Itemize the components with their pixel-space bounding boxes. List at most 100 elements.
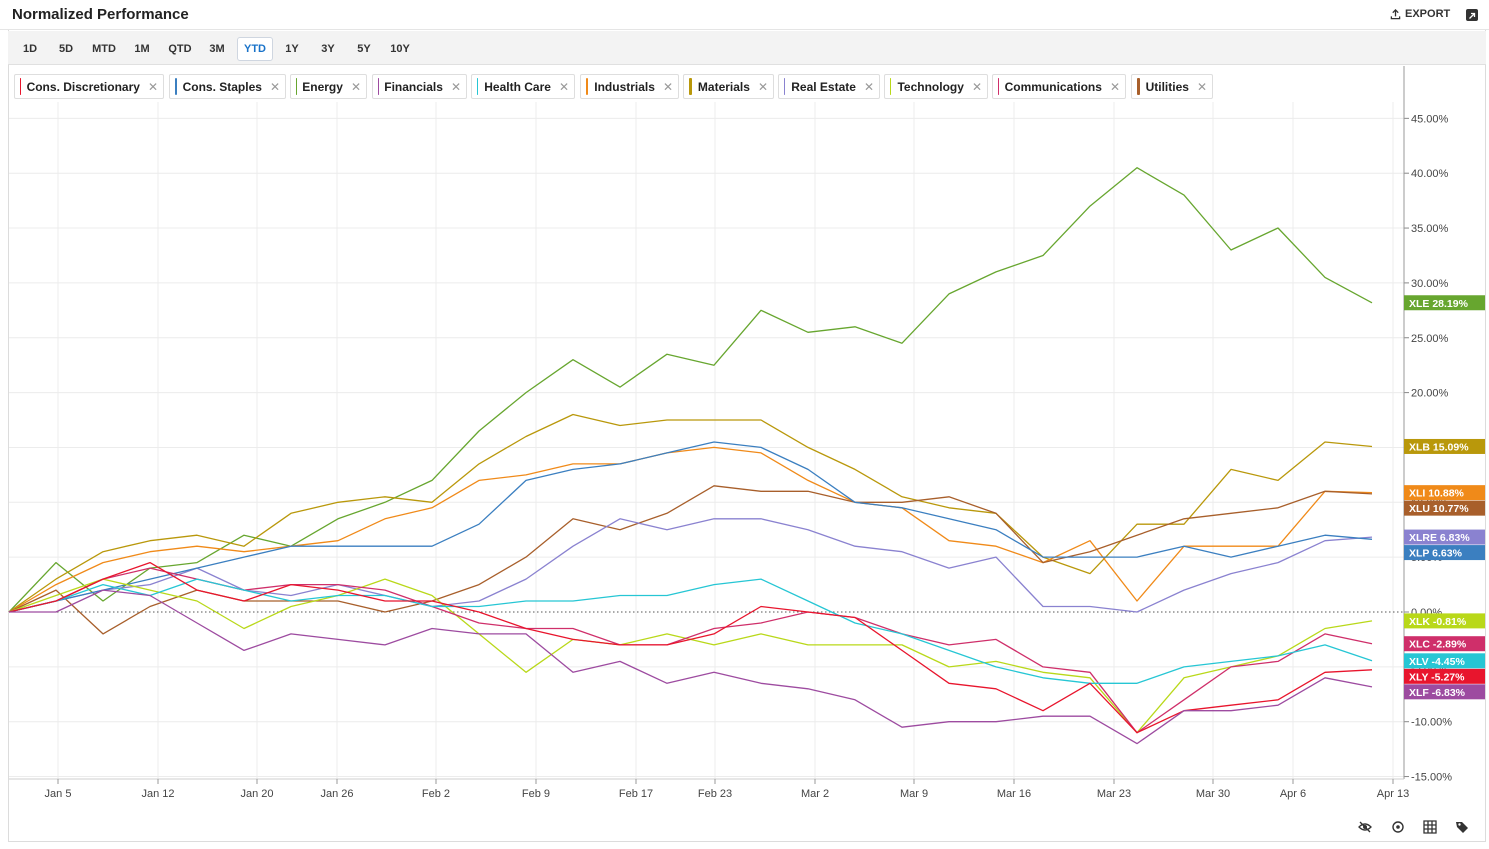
close-icon[interactable]: ✕: [1196, 79, 1207, 94]
y-tick-label: -15.00%: [1411, 772, 1452, 784]
series-line-xlk[interactable]: [8, 578, 1373, 734]
timeframe-label: 10Y: [390, 43, 410, 55]
timeframe-qtd[interactable]: QTD: [162, 37, 198, 61]
x-tick-label: Mar 2: [801, 788, 829, 800]
expand-icon[interactable]: [1466, 9, 1478, 21]
legend-label: Cons. Staples: [182, 79, 262, 94]
x-tick-label: Mar 23: [1097, 788, 1131, 800]
legend-chip-technology[interactable]: Technology ✕: [884, 74, 988, 99]
timeframe-mtd[interactable]: MTD: [86, 37, 122, 61]
legend-chip-utilities[interactable]: Utilities ✕: [1131, 74, 1213, 99]
y-tick-label: 25.00%: [1411, 333, 1449, 345]
legend-swatch: [175, 78, 177, 95]
series-line-xli[interactable]: [8, 446, 1373, 613]
reset-zoom-icon[interactable]: [1391, 820, 1405, 834]
series-line-xlf[interactable]: [9, 589, 1373, 745]
close-icon[interactable]: ✕: [971, 79, 982, 94]
close-icon[interactable]: ✕: [350, 79, 361, 94]
legend-label: Industrials: [594, 79, 655, 94]
legend-label: Utilities: [1145, 79, 1189, 94]
legend-chip-industrials[interactable]: Industrials ✕: [580, 74, 679, 99]
close-icon[interactable]: ✕: [450, 79, 461, 94]
legend-swatch: [477, 78, 479, 95]
timeframe-1m[interactable]: 1M: [128, 37, 156, 61]
legend-chip-health-care[interactable]: Health Care ✕: [471, 74, 575, 99]
close-icon[interactable]: ✕: [269, 79, 280, 94]
x-tick-label: Jan 26: [320, 788, 353, 800]
timeframe-bar: 1D 5D MTD 1M QTD 3M YTD 1Y 3Y 5Y 10Y: [8, 31, 1486, 65]
end-label-xlc: XLC -2.89%: [1409, 639, 1467, 651]
legend-label: Health Care: [484, 79, 551, 94]
close-icon[interactable]: ✕: [1109, 79, 1120, 94]
close-icon[interactable]: ✕: [757, 79, 768, 94]
timeframe-3y[interactable]: 3Y: [314, 37, 342, 61]
timeframe-ytd[interactable]: YTD: [237, 37, 273, 61]
header-bar: Normalized Performance EXPORT: [0, 0, 1489, 30]
legend-swatch: [1137, 78, 1140, 95]
timeframe-1y[interactable]: 1Y: [278, 37, 306, 61]
legend-chip-communications[interactable]: Communications ✕: [992, 74, 1126, 99]
timeframe-5d[interactable]: 5D: [52, 37, 80, 61]
legend-label: Real Estate: [791, 79, 856, 94]
hide-icon[interactable]: [1358, 820, 1372, 834]
legend-chip-financials[interactable]: Financials ✕: [372, 74, 467, 99]
grid-icon[interactable]: [1423, 820, 1437, 834]
series-line-xlv[interactable]: [8, 578, 1373, 684]
timeframe-1d[interactable]: 1D: [16, 37, 44, 61]
timeframe-10y[interactable]: 10Y: [384, 37, 416, 61]
series-line-xlc[interactable]: [8, 567, 1373, 734]
timeframe-label: MTD: [92, 43, 116, 55]
y-tick-label: -10.00%: [1411, 717, 1452, 729]
timeframe-label: YTD: [244, 43, 266, 55]
legend-chip-cons-staples[interactable]: Cons. Staples ✕: [169, 74, 286, 99]
x-tick-label: Mar 9: [900, 788, 928, 800]
series-line-xlp[interactable]: [8, 441, 1373, 613]
close-icon[interactable]: ✕: [558, 79, 569, 94]
upload-icon: [1390, 8, 1401, 19]
timeframe-label: 1D: [22, 43, 38, 55]
x-tick-label: Jan 20: [240, 788, 273, 800]
end-label-badge: [1404, 438, 1485, 454]
tag-icon[interactable]: [1455, 820, 1469, 834]
legend-swatch: [20, 78, 21, 95]
legend-chip-energy[interactable]: Energy ✕: [290, 74, 367, 99]
end-label-xlv: XLV -4.45%: [1409, 656, 1465, 668]
series-line-xle[interactable]: [8, 167, 1373, 613]
x-tick-label: Feb 9: [522, 788, 550, 800]
timeframe-3m[interactable]: 3M: [203, 37, 231, 61]
end-label-badge: [1404, 529, 1485, 545]
close-icon[interactable]: ✕: [147, 79, 158, 94]
x-tick-label: Apr 13: [1377, 788, 1409, 800]
end-label-xlk: XLK -0.81%: [1409, 616, 1467, 628]
chart-panel: [8, 30, 1486, 842]
close-icon[interactable]: ✕: [863, 79, 874, 94]
export-label: EXPORT: [1405, 8, 1451, 20]
timeframe-label: QTD: [168, 43, 192, 55]
timeframe-label: 1M: [134, 43, 150, 55]
timeframe-label: 3M: [209, 43, 225, 55]
legend-label: Communications: [1004, 79, 1102, 94]
end-label-xly: XLY -5.27%: [1409, 671, 1465, 683]
y-tick-label: 45.00%: [1411, 113, 1449, 125]
legend-chip-materials[interactable]: Materials ✕: [683, 74, 774, 99]
series-line-xlre[interactable]: [8, 518, 1373, 613]
y-tick-label: 35.00%: [1411, 223, 1449, 235]
end-label-xlu: XLU 10.77%: [1409, 503, 1469, 515]
x-tick-label: Apr 6: [1280, 788, 1306, 800]
close-icon[interactable]: ✕: [662, 79, 673, 94]
legend-label: Cons. Discretionary: [26, 79, 140, 94]
legend-swatch: [998, 78, 999, 95]
export-button[interactable]: EXPORT: [1390, 8, 1450, 20]
timeframe-5y[interactable]: 5Y: [350, 37, 378, 61]
x-tick-label: Feb 2: [422, 788, 450, 800]
series-line-xly[interactable]: [8, 561, 1373, 734]
legend-chip-cons-discretionary[interactable]: Cons. Discretionary ✕: [14, 74, 164, 99]
legend-swatch: [689, 78, 692, 95]
end-label-badge: [1404, 545, 1485, 561]
legend-swatch: [784, 78, 786, 95]
legend-chip-real-estate[interactable]: Real Estate ✕: [778, 74, 880, 99]
series-line-xlb[interactable]: [8, 413, 1373, 613]
end-label-badge: [1404, 668, 1485, 684]
legend-label: Technology: [897, 79, 964, 94]
